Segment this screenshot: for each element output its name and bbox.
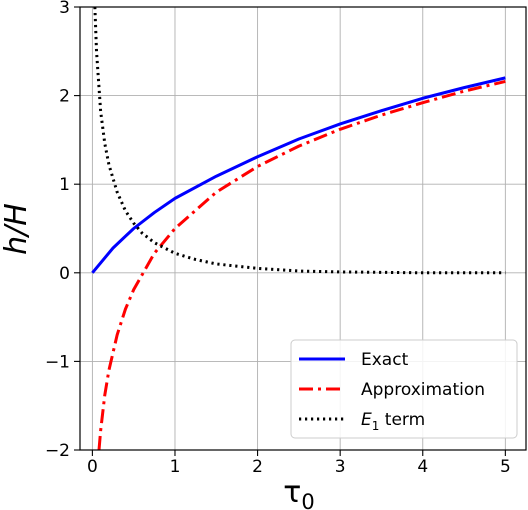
- x-tick-label: 3: [335, 457, 346, 477]
- legend-box: [290, 339, 518, 439]
- y-tick-label: −2: [45, 441, 70, 461]
- legend-label-2: Approximation: [361, 380, 485, 400]
- y-axis-label: h/H: [0, 203, 34, 255]
- x-axis-label-main: τ: [283, 475, 301, 510]
- axis-ticks: 0 1 2 3 4 5 −2 −1 0 1 2 3: [45, 0, 511, 477]
- series-line-1: [91, 76, 506, 274]
- x-axis-label-subscript: 0: [301, 490, 314, 510]
- x-axis-label: τ0: [283, 475, 314, 510]
- y-tick-label: 2: [59, 87, 70, 107]
- y-tick-label: 1: [59, 175, 70, 195]
- x-tick-label: 2: [252, 457, 263, 477]
- x-tick-label: 0: [87, 457, 98, 477]
- legend-label-3: E1 term: [361, 410, 425, 433]
- y-tick-label: 0: [59, 264, 70, 284]
- x-tick-label: 4: [417, 457, 428, 477]
- series-line-2: [97, 79, 506, 451]
- x-tick-label: 1: [170, 457, 181, 477]
- series-lines: [91, 6, 506, 451]
- y-tick-label: 3: [59, 0, 70, 18]
- legend: Exact Approximation E1 term: [290, 339, 518, 439]
- legend-label-1: Exact: [361, 350, 409, 370]
- x-tick-label: 5: [500, 457, 511, 477]
- plot-frame: [79, 6, 527, 451]
- y-tick-label: −1: [45, 352, 70, 372]
